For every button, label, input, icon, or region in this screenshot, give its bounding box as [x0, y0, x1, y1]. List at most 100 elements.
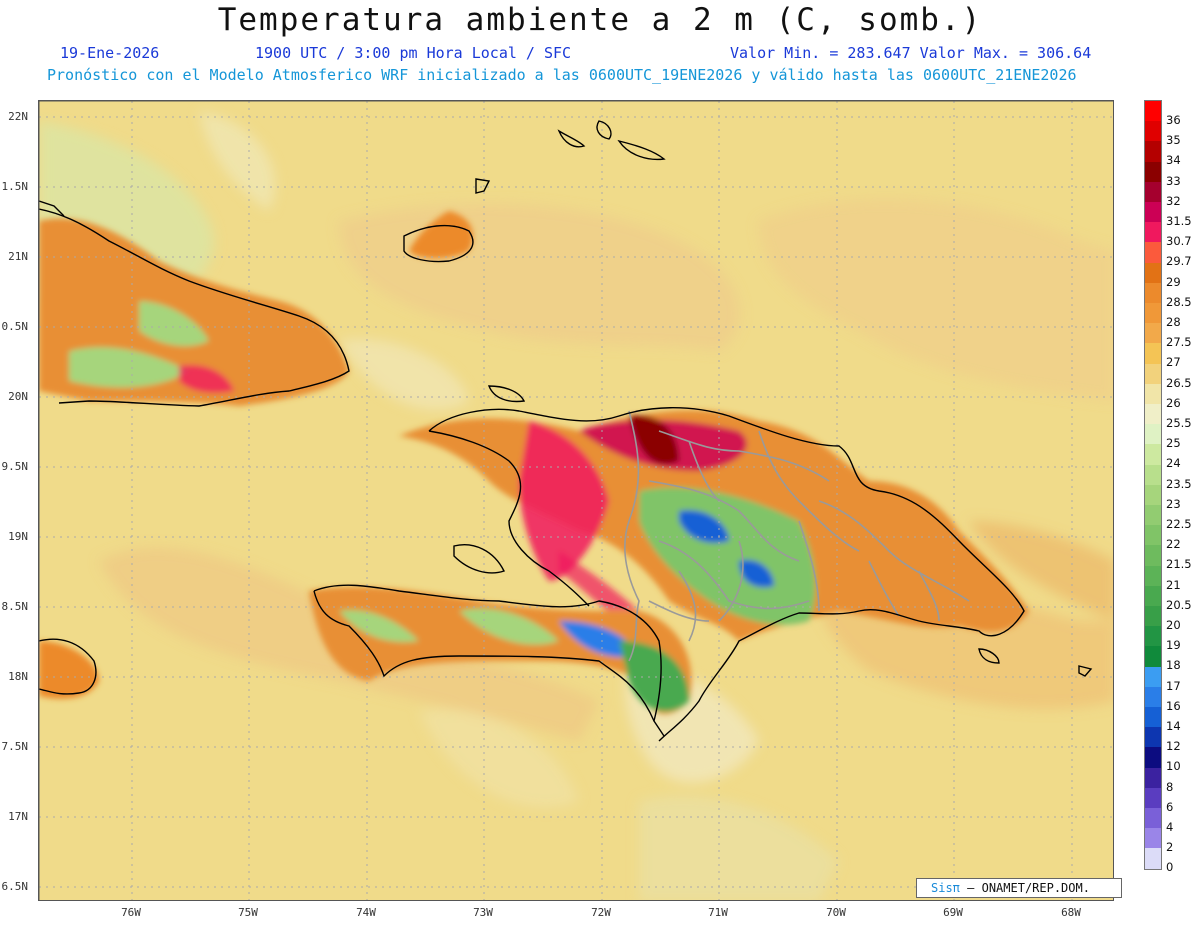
lon-label: 68W	[1061, 906, 1081, 919]
colorbar-label: 22.5	[1166, 517, 1192, 531]
colorbar-label: 23	[1166, 496, 1181, 511]
temperature-map	[38, 100, 1114, 901]
lat-label: 20N	[8, 390, 28, 403]
lat-label: 8.5N	[1, 600, 29, 613]
colorbar-swatch	[1145, 181, 1161, 203]
colorbar-label: 12	[1166, 739, 1181, 754]
colorbar-swatch	[1145, 262, 1161, 284]
colorbar-swatch	[1145, 363, 1161, 385]
lon-label: 76W	[121, 906, 141, 919]
colorbar-swatch	[1145, 828, 1161, 849]
lat-label: 6.5N	[1, 880, 29, 893]
colorbar-swatch	[1145, 727, 1161, 748]
colorbar-label: 29.7	[1166, 254, 1192, 269]
colorbar-swatch	[1145, 545, 1161, 567]
colorbar-swatch	[1145, 747, 1161, 769]
sispi-logo-text: Sisπ	[931, 881, 960, 895]
lat-label: 18N	[8, 670, 28, 683]
lon-label: 70W	[826, 906, 846, 919]
colorbar-label: 25.5	[1166, 416, 1192, 430]
colorbar-swatch	[1145, 767, 1161, 789]
colorbar-swatch	[1145, 666, 1161, 688]
colorbar-swatch	[1145, 444, 1161, 466]
lat-label: 17N	[8, 810, 28, 823]
colorbar-label: 29	[1166, 274, 1181, 289]
colorbar-swatch	[1145, 646, 1161, 668]
model-description: Pronóstico con el Modelo Atmosferico WRF…	[47, 66, 1077, 84]
lat-label: 9.5N	[1, 460, 29, 473]
colorbar-swatch	[1145, 464, 1161, 486]
coastlines	[39, 120, 1093, 742]
map-title: Temperatura ambiente a 2 m (C, somb.)	[217, 2, 983, 38]
map-canvas	[39, 101, 1113, 900]
lon-label: 71W	[708, 906, 728, 919]
colorbar-label: 33	[1166, 173, 1181, 188]
colorbar-label: 31.5	[1166, 214, 1192, 228]
colorbar-swatch	[1145, 101, 1161, 122]
colorbar-swatch	[1145, 565, 1161, 587]
colorbar-swatch	[1145, 343, 1161, 365]
forecast-date: 19-Ene-2026	[60, 44, 160, 62]
lat-label: 7.5N	[1, 740, 29, 753]
lat-label: 0.5N	[1, 320, 29, 333]
lat-label: 22N	[8, 110, 28, 123]
lat-label: 1.5N	[1, 180, 29, 193]
colorbar-swatch	[1145, 606, 1161, 627]
colorbar-frame	[1144, 100, 1162, 870]
colorbar-label: 35	[1166, 133, 1181, 148]
colorbar-label: 19	[1166, 638, 1181, 653]
colorbar-swatch	[1145, 787, 1161, 809]
colorbar-label: 30.7	[1166, 234, 1192, 249]
colorbar-swatch	[1145, 202, 1161, 223]
lat-label: 21N	[8, 250, 28, 263]
colorbar-swatch	[1145, 505, 1161, 526]
colorbar-swatch	[1145, 161, 1161, 183]
value-range: Valor Min. = 283.647 Valor Max. = 306.64	[730, 44, 1092, 62]
colorbar-swatch	[1145, 121, 1161, 142]
colorbar-label: 25	[1166, 436, 1181, 451]
lon-label: 69W	[943, 906, 963, 919]
credit-text: – ONAMET/REP.DOM.	[967, 881, 1090, 895]
colorbar-label: 32	[1166, 193, 1181, 208]
colorbar-label: 27.5	[1166, 335, 1192, 350]
province-borders	[624, 410, 970, 662]
colorbar-label: 4	[1166, 820, 1174, 834]
colorbar-swatch	[1145, 424, 1161, 445]
colorbar-label: 23.5	[1166, 476, 1192, 491]
colorbar-label: 18	[1166, 658, 1181, 673]
lon-label: 72W	[591, 906, 611, 919]
colorbar-swatch	[1145, 686, 1161, 708]
colorbar-label: 0	[1166, 860, 1174, 875]
colorbar-swatch	[1145, 484, 1161, 506]
colorbar-label: 21.5	[1166, 557, 1192, 572]
colorbar-label: 20.5	[1166, 597, 1192, 612]
colorbar-label: 20	[1166, 618, 1181, 632]
colorbar-label: 22	[1166, 537, 1181, 552]
colorbar-label: 14	[1166, 719, 1181, 733]
colorbar-swatch	[1145, 222, 1161, 243]
colorbar-swatch	[1145, 383, 1161, 405]
lon-label: 74W	[356, 906, 376, 919]
forecast-time: 1900 UTC / 3:00 pm Hora Local / SFC	[255, 44, 572, 62]
colorbar-label: 26.5	[1166, 375, 1192, 390]
colorbar-swatch	[1145, 626, 1161, 647]
colorbar-swatch	[1145, 707, 1161, 728]
lat-label: 19N	[8, 530, 28, 543]
colorbar-label: 27	[1166, 355, 1181, 370]
colorbar-swatch	[1145, 848, 1161, 870]
colorbar-swatch	[1145, 242, 1161, 264]
colorbar-swatch	[1145, 323, 1161, 344]
colorbar-swatch	[1145, 404, 1161, 425]
colorbar-label: 34	[1166, 153, 1181, 168]
lon-label: 73W	[473, 906, 493, 919]
colorbar-label: 26	[1166, 395, 1181, 410]
colorbar-swatch	[1145, 303, 1161, 324]
colorbar-label: 10	[1166, 759, 1181, 774]
colorbar-label: 16	[1166, 698, 1181, 713]
colorbar-swatch	[1145, 808, 1161, 829]
colorbar-label: 24	[1166, 456, 1181, 471]
credit-box: Sisπ – ONAMET/REP.DOM.	[916, 878, 1122, 898]
colorbar-swatch	[1145, 585, 1161, 607]
land-temperature-field	[39, 211, 1029, 715]
colorbar-swatch	[1145, 141, 1161, 163]
